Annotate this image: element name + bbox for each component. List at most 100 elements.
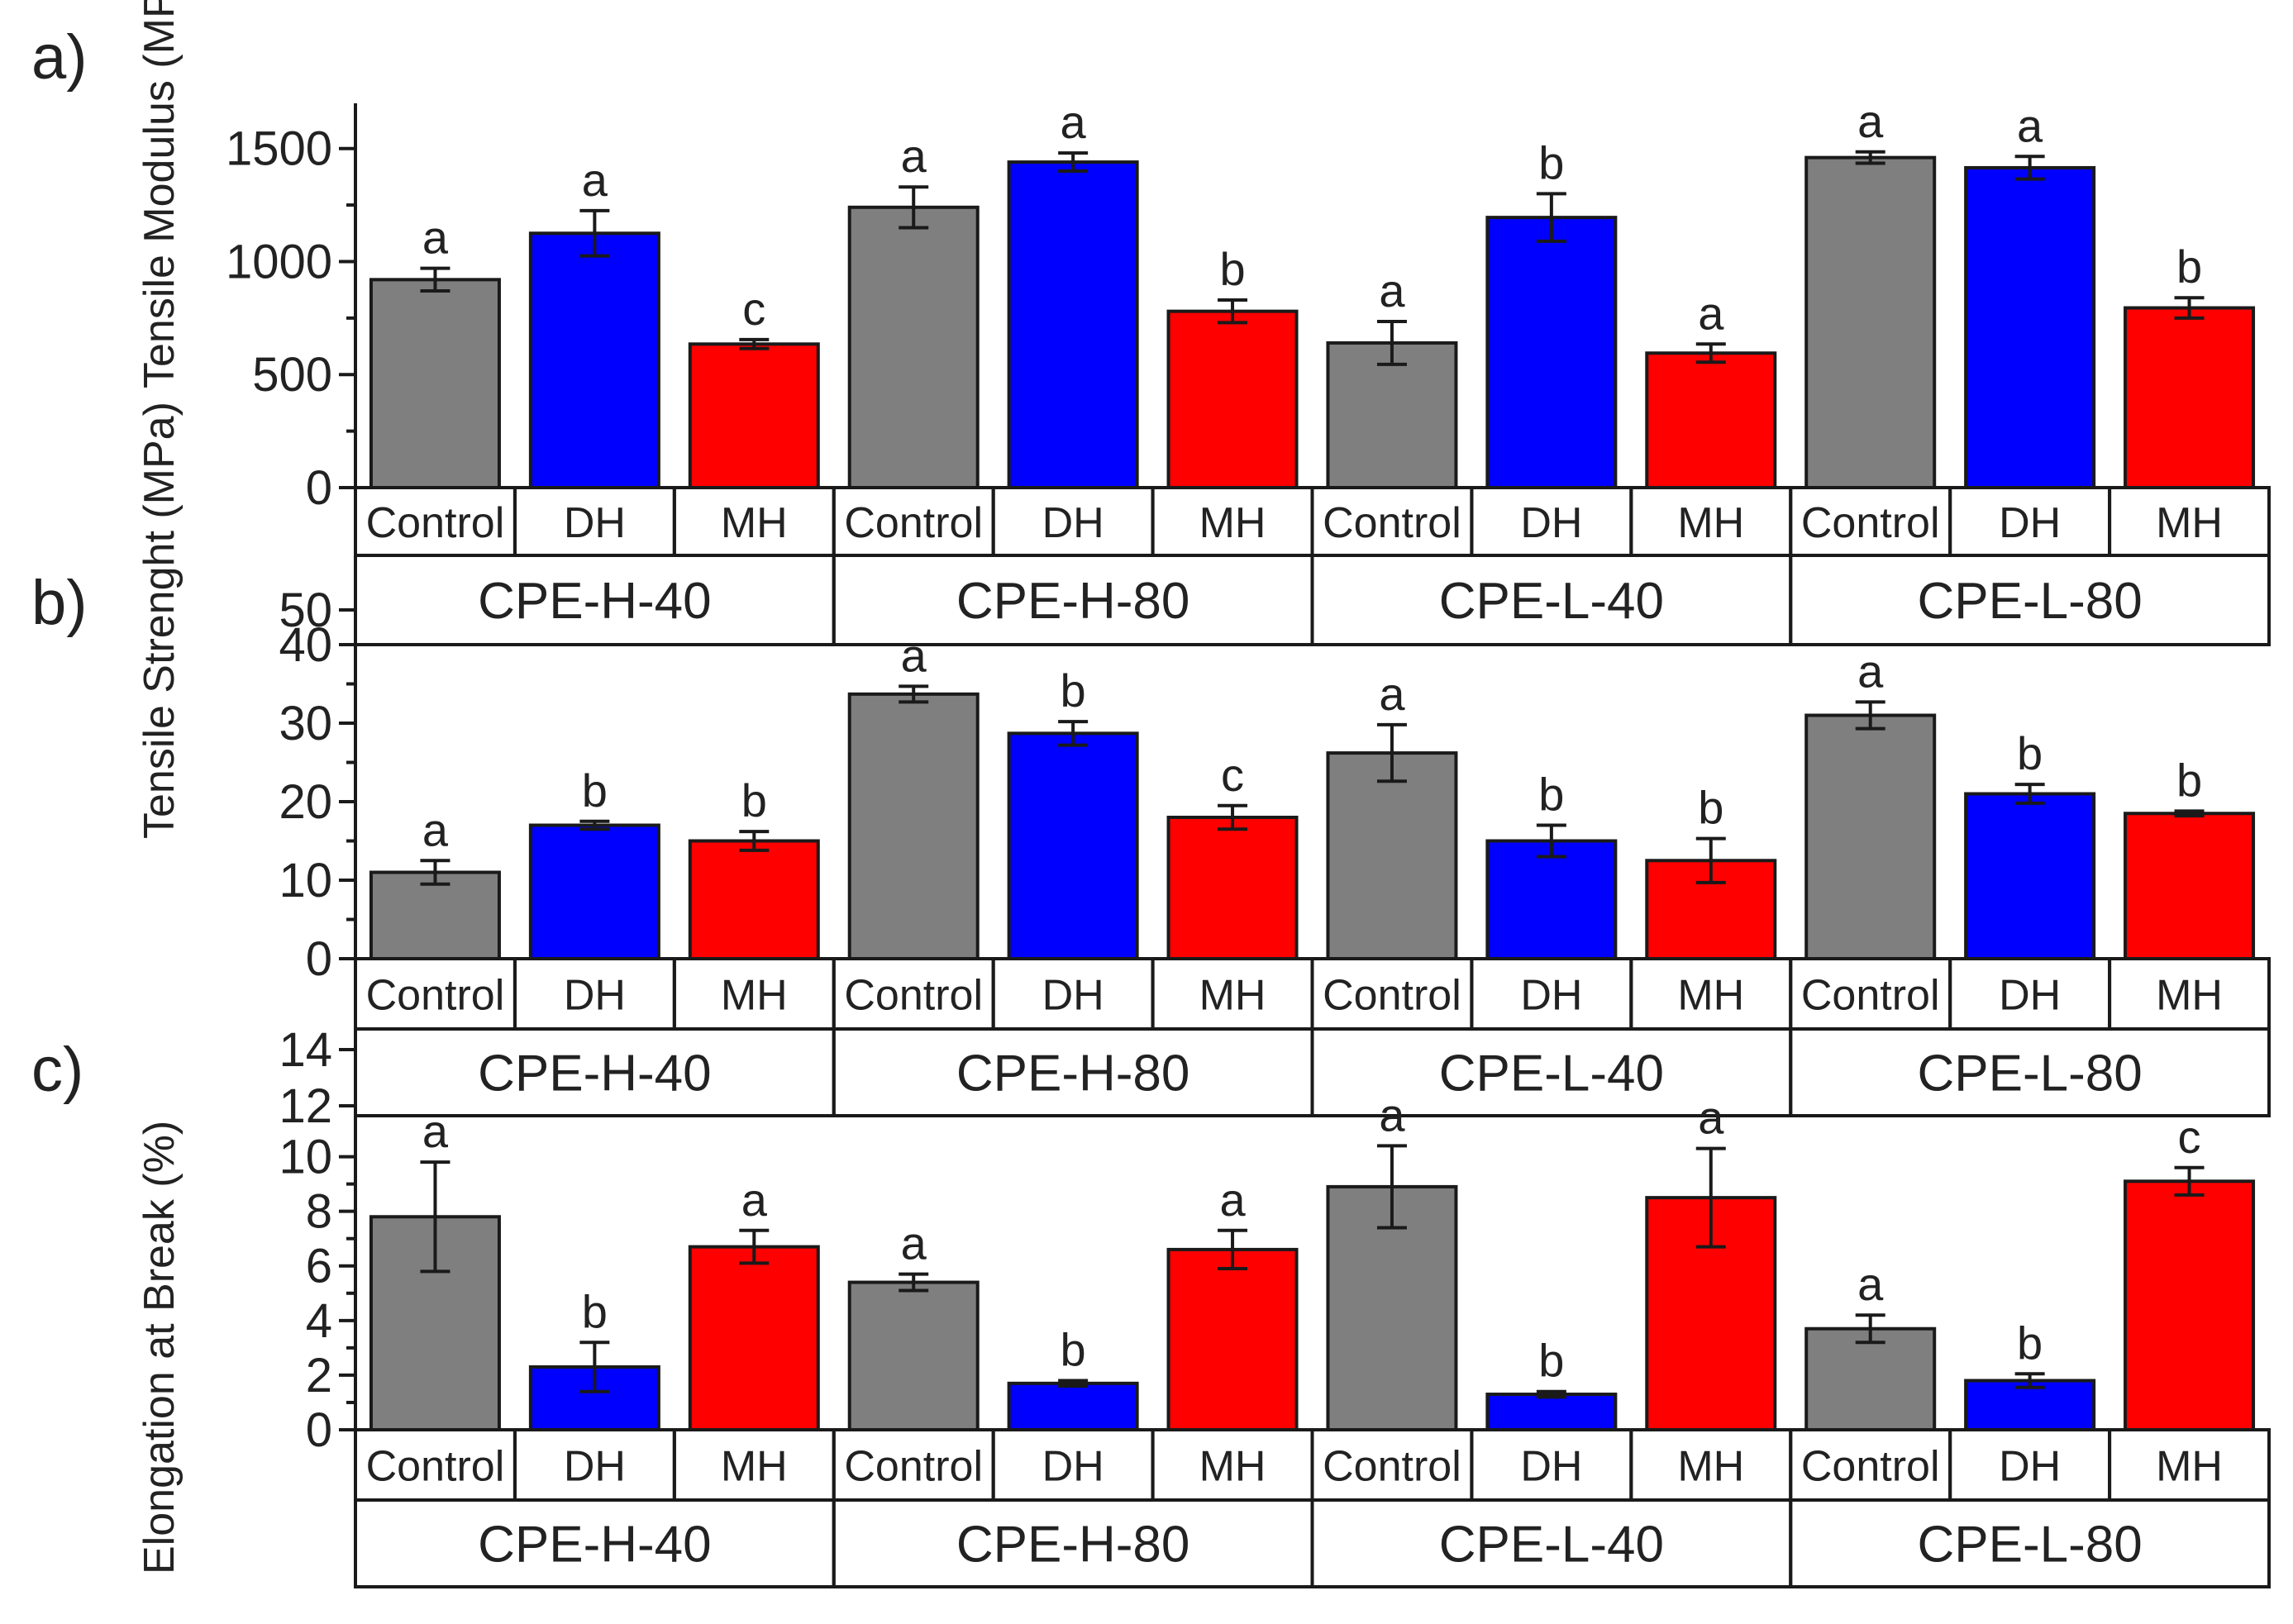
y-tick-label: 2 — [306, 1349, 332, 1403]
significance-letter: a — [1698, 287, 1724, 339]
category-label: DH — [1999, 1443, 2061, 1491]
category-label: MH — [2156, 1443, 2223, 1491]
category-label: DH — [1999, 499, 2061, 547]
significance-letter: b — [1061, 1324, 1086, 1376]
group-cell — [1789, 1027, 2271, 1117]
group-label: CPE-H-80 — [956, 1045, 1190, 1103]
significance-letter: b — [582, 764, 608, 817]
category-label: MH — [1199, 1443, 1266, 1491]
bar-cpe-l-40-dh — [1485, 216, 1618, 489]
group-label: CPE-H-80 — [956, 573, 1190, 630]
category-label: Control — [844, 499, 983, 547]
significance-letter: a — [901, 629, 927, 681]
y-tick-label: 8 — [306, 1185, 332, 1239]
category-label: DH — [564, 499, 626, 547]
category-label: Control — [844, 972, 983, 1020]
category-label: Control — [844, 1443, 983, 1491]
group-label: CPE-H-40 — [478, 1517, 712, 1574]
category-label: DH — [564, 972, 626, 1020]
panel-letter: a) — [31, 22, 88, 93]
group-label: CPE-H-40 — [478, 1045, 712, 1103]
significance-letter: a — [422, 1105, 449, 1157]
y-tick-label: 500 — [252, 348, 332, 402]
significance-letter: a — [1857, 645, 1884, 697]
bar-cpe-h-40-dh — [528, 823, 660, 960]
category-label: MH — [1677, 499, 1744, 547]
significance-letter: a — [1061, 96, 1087, 148]
significance-letter: a — [422, 212, 449, 264]
significance-letter: c — [2178, 1111, 2201, 1163]
category-label: DH — [1999, 972, 2061, 1020]
bar-cpe-l-40-control — [1326, 751, 1458, 960]
significance-letter: a — [901, 130, 927, 182]
category-label: MH — [2156, 499, 2223, 547]
category-label: MH — [1677, 1443, 1744, 1491]
significance-letter: a — [1379, 1088, 1405, 1141]
bar-cpe-l-40-mh — [1645, 351, 1777, 489]
group-label: CPE-L-80 — [1918, 573, 2143, 630]
significance-letter: b — [1538, 769, 1564, 821]
bar-cpe-l-40-dh — [1485, 839, 1618, 960]
category-label: Control — [1801, 972, 1940, 1020]
category-label: MH — [1199, 499, 1266, 547]
bar-cpe-h-40-mh — [688, 839, 820, 960]
significance-letter: a — [901, 1217, 927, 1269]
category-label: MH — [1677, 972, 1744, 1020]
significance-letter: b — [1219, 243, 1245, 295]
y-tick-label: 0 — [306, 932, 332, 986]
bar-cpe-l-80-dh — [1964, 165, 2096, 490]
significance-letter: b — [741, 774, 767, 826]
bar-cpe-h-80-dh — [1007, 160, 1139, 489]
category-label: DH — [1520, 972, 1582, 1020]
bar-cpe-l-80-control — [1804, 155, 1937, 489]
category-label: DH — [1042, 972, 1104, 1020]
y-tick-label: 10 — [279, 1131, 332, 1184]
bar-cpe-h-80-dh — [1007, 1381, 1139, 1431]
y-axis-title: Elongation at Break (%) — [136, 1121, 184, 1574]
y-tick-label: 4 — [306, 1294, 332, 1348]
category-label: MH — [721, 972, 788, 1020]
bar-cpe-h-40-control — [369, 278, 501, 489]
category-label: DH — [1520, 499, 1582, 547]
group-label: CPE-L-40 — [1439, 1045, 1664, 1103]
significance-letter: b — [1698, 782, 1723, 834]
bar-cpe-l-80-mh — [2124, 812, 2256, 960]
significance-letter: a — [582, 154, 608, 206]
category-label: DH — [1042, 1443, 1104, 1491]
significance-letter: a — [1857, 1258, 1884, 1310]
significance-letter: b — [2017, 727, 2043, 779]
y-tick-label-extra: 50 — [279, 583, 332, 637]
category-label: DH — [1520, 1443, 1582, 1491]
y-axis-titles: Elongation at Break (%) Tensile Strenght … — [136, 0, 184, 1574]
y-axis-title: Tensile Modulus (MPa) — [136, 0, 184, 388]
group-label: CPE-L-80 — [1918, 1045, 2143, 1103]
bar-cpe-h-40-mh — [688, 342, 820, 490]
y-tick-label: 1000 — [226, 235, 332, 288]
significance-letter: b — [1538, 1335, 1564, 1387]
bar-cpe-h-80-control — [847, 205, 980, 490]
y-tick-label: 0 — [306, 461, 332, 515]
bar-cpe-h-40-dh — [528, 231, 660, 489]
significance-letter: a — [422, 803, 449, 855]
category-label: Control — [1323, 1443, 1461, 1491]
y-tick-label: 30 — [279, 697, 332, 750]
category-label: MH — [2156, 972, 2223, 1020]
significance-letter: a — [741, 1174, 768, 1226]
y-tick-label: 1500 — [226, 122, 332, 176]
group-label: CPE-H-40 — [478, 573, 712, 630]
group-cell — [1789, 554, 2271, 646]
panel-a: a) 0 500 1000 1500 a a c a a b a b a a a b Control DH MH Con… — [31, 22, 2271, 646]
panel-letter: b) — [31, 568, 88, 638]
category-label: MH — [721, 499, 788, 547]
bar-cpe-h-80-control — [847, 692, 980, 960]
significance-letter: a — [2017, 99, 2043, 151]
y-tick-label-extra: 12 — [279, 1079, 332, 1133]
category-label: Control — [366, 499, 505, 547]
category-label: DH — [1042, 499, 1104, 547]
significance-letter: a — [1379, 264, 1405, 317]
y-tick-label: 10 — [279, 854, 332, 907]
significance-letter: b — [1061, 664, 1086, 717]
significance-letter: a — [1857, 95, 1884, 147]
significance-letter: c — [1221, 749, 1244, 801]
